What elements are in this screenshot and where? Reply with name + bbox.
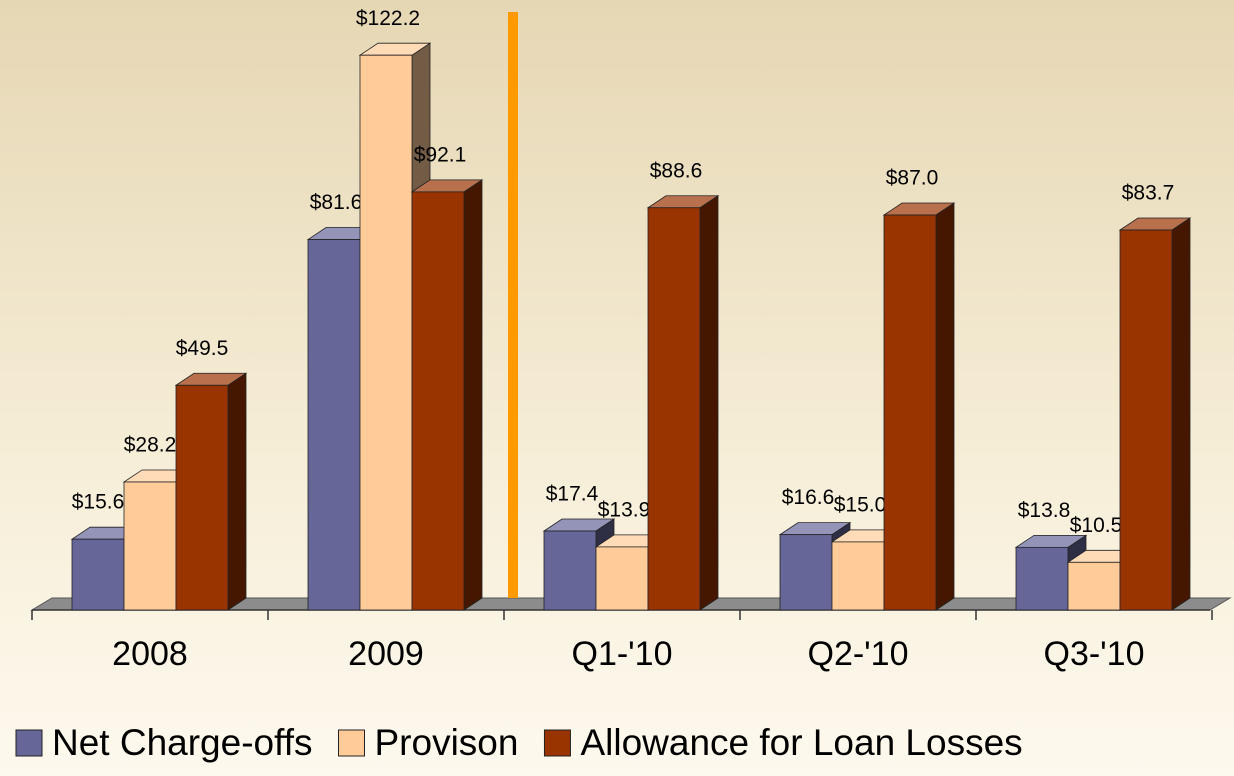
bar	[307, 239, 361, 611]
bar	[883, 214, 937, 611]
value-label: $83.7	[1122, 182, 1175, 205]
value-label: $15.6	[72, 491, 125, 514]
value-label: $17.4	[546, 483, 599, 506]
value-label: $81.6	[310, 191, 363, 214]
value-label: $16.6	[782, 486, 835, 509]
bar	[831, 541, 885, 611]
bar	[71, 538, 125, 611]
value-label: $13.8	[1018, 499, 1071, 522]
value-label: $15.0	[834, 493, 887, 516]
bar	[779, 534, 833, 611]
bar	[647, 207, 701, 611]
legend-swatch	[15, 729, 43, 757]
bar-side	[227, 372, 247, 611]
legend-swatch	[543, 729, 571, 757]
bar	[595, 546, 649, 611]
value-label: $10.5	[1070, 514, 1123, 537]
value-label: $49.5	[176, 337, 229, 360]
value-label: $122.2	[356, 7, 420, 30]
x-tick-label: 2009	[348, 635, 424, 673]
bar-side	[699, 195, 719, 611]
bar	[411, 191, 465, 611]
legend-swatch	[338, 729, 365, 757]
bar	[175, 384, 229, 611]
legend-label: Allowance for Loan Losses	[580, 722, 1022, 763]
bar	[1015, 546, 1069, 611]
value-label: $87.0	[886, 167, 939, 190]
bar-side	[1171, 217, 1191, 611]
value-label: $13.9	[598, 498, 651, 521]
divider	[508, 12, 518, 598]
x-tick-label: Q2-'10	[808, 635, 909, 673]
bar	[1119, 229, 1173, 611]
value-label: $28.2	[124, 434, 177, 457]
value-label: $92.1	[414, 143, 467, 166]
legend-label: Provison	[375, 722, 519, 763]
bar-side	[463, 179, 483, 611]
value-label: $88.6	[650, 159, 703, 182]
bar	[543, 530, 597, 611]
legend-label: Net Charge-offs	[52, 722, 313, 763]
plot: 2008 $15.6 $28.2 $49.5 2009 $81.6 $122.2 $92.1 Q…	[15, 7, 1213, 763]
x-tick-label: 2008	[112, 635, 188, 673]
bar-side	[935, 202, 955, 611]
x-tick-label: Q1-'10	[572, 635, 673, 673]
bar	[1067, 561, 1121, 611]
bar	[359, 54, 413, 611]
x-tick-label: Q3-'10	[1044, 635, 1145, 673]
bar	[123, 481, 177, 611]
